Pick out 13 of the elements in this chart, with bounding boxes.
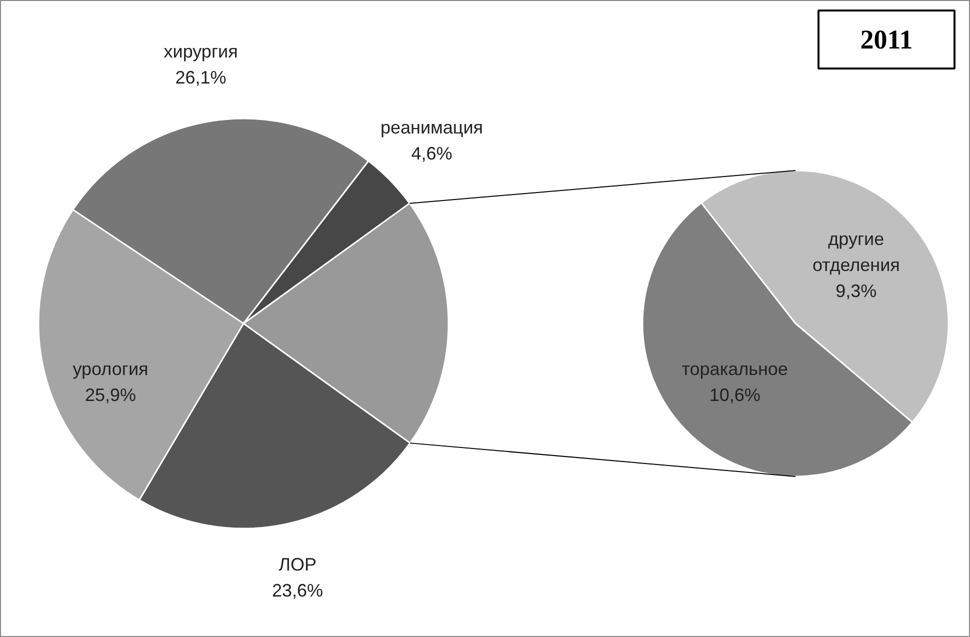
slice-label: торакальное [682,358,788,379]
data-label: 10,6% [709,384,760,405]
slice-label: урология [72,358,148,379]
data-label: 25,9% [84,384,136,405]
data-label: 26,1% [175,68,226,88]
data-label: 23,6% [272,580,324,600]
slice-label: ЛОР [278,554,316,574]
slice-label: реанимация [380,118,484,138]
chart-title: 2011 [860,24,913,54]
data-label: 4,6% [411,144,452,164]
slice-label: хирургия [164,42,238,62]
slice-label: другие отделения [812,229,900,276]
data-label: 9,3% [836,281,877,302]
